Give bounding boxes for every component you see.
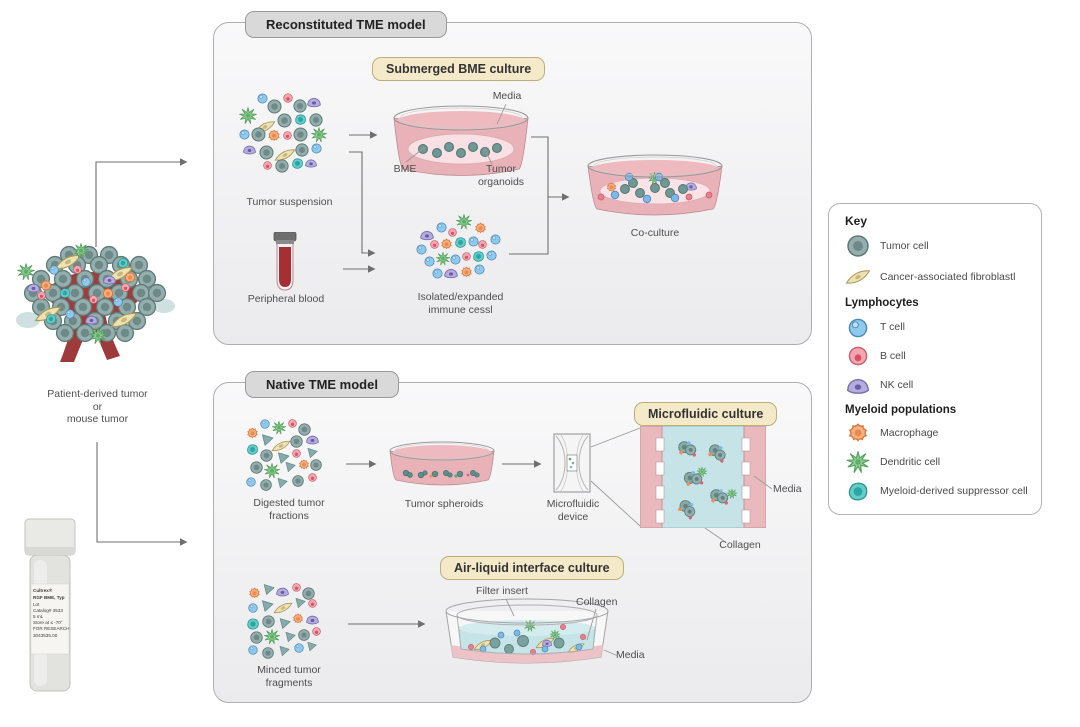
ali-collagen-label: Collagen bbox=[576, 596, 618, 608]
patient-tumor-label-line1: Patient-derived tumor bbox=[47, 388, 148, 400]
ali-dish bbox=[445, 598, 609, 664]
tumor-organoids-line2: organoids bbox=[477, 175, 525, 188]
tumor-suspension-cluster bbox=[239, 93, 327, 173]
key-label: Macrophage bbox=[880, 427, 939, 440]
vial-line: 5 mL bbox=[33, 614, 44, 619]
minced-line1: Minced tumor bbox=[257, 664, 321, 676]
tumor-spheroids-label: Tumor spheroids bbox=[404, 498, 484, 510]
minced-fragments-label: Minced tumor fragments bbox=[230, 664, 348, 689]
mdsc-icon bbox=[845, 478, 871, 505]
vial-line: Cultrex® bbox=[33, 587, 53, 593]
vial-label bbox=[30, 583, 70, 655]
arrow-tumor-to-native bbox=[96, 442, 188, 546]
immune-cells-line1: Isolated/expanded bbox=[417, 291, 504, 303]
digested-line1: Digested tumor bbox=[253, 497, 325, 509]
key-row-macrophage: Macrophage bbox=[845, 419, 1031, 448]
tumor-suspension-label: Tumor suspension bbox=[246, 196, 333, 208]
filter-insert-label: Filter insert bbox=[476, 585, 528, 597]
vial-line: Catalog# 3533 bbox=[33, 608, 63, 613]
vial-line: RGF BME, Typ bbox=[33, 595, 65, 600]
patient-tumor-label: Patient-derived tumor or mouse tumor bbox=[15, 388, 180, 426]
key-row-tumor-cell: Tumor cell bbox=[845, 232, 1031, 261]
microfluidic-chamber bbox=[640, 426, 766, 528]
key-label: Myeloid-derived suppressor cell bbox=[880, 485, 1028, 498]
immune-cells-line2: immune cessl bbox=[428, 303, 493, 316]
t-cell-icon bbox=[845, 316, 871, 340]
immune-cells-cluster bbox=[416, 214, 501, 279]
key-label: Dendritic cell bbox=[880, 456, 941, 469]
device-label-line2: device bbox=[557, 510, 589, 523]
tumor-organoids-label: Tumor organoids bbox=[462, 163, 540, 188]
digested-fractions-label: Digested tumor fractions bbox=[230, 497, 348, 522]
patient-tumor-label-line2: or bbox=[92, 400, 103, 413]
peripheral-blood-tube bbox=[273, 232, 297, 291]
key-label: T cell bbox=[880, 321, 905, 334]
key-header-myeloid: Myeloid populations bbox=[845, 403, 957, 416]
minced-line2: fragments bbox=[265, 676, 313, 689]
b-cell-icon bbox=[845, 344, 871, 368]
microfluidic-collagen-label: Collagen bbox=[719, 539, 761, 551]
peripheral-blood-label: Peripheral blood bbox=[247, 293, 325, 305]
key-row-b-cell: B cell bbox=[845, 342, 1031, 371]
dendritic-cell-icon bbox=[845, 449, 871, 476]
microfluidic-device bbox=[553, 433, 591, 493]
bme-label: BME bbox=[393, 163, 417, 175]
key-panel: Key Tumor cell Cancer-associated fibrobl… bbox=[828, 203, 1042, 515]
vial-line: FOR RESEARCH bbox=[33, 626, 70, 631]
key-title: Key bbox=[845, 214, 868, 228]
key-row-dendritic-cell: Dendritic cell bbox=[845, 448, 1031, 477]
submerged-bme-dish bbox=[393, 105, 529, 176]
key-label: B cell bbox=[880, 349, 906, 362]
submerged-media-label: Media bbox=[492, 90, 522, 102]
key-row-nk-cell: NK cell bbox=[845, 371, 1031, 400]
co-culture-label: Co-culture bbox=[630, 227, 680, 239]
key-row-t-cell: T cell bbox=[845, 313, 1031, 342]
native-title: Native TME model bbox=[245, 371, 399, 398]
device-label-line1: Microfluidic bbox=[546, 498, 600, 510]
ali-media-label: Media bbox=[616, 649, 645, 661]
tumor-cell-icon bbox=[845, 233, 871, 259]
microfluidic-culture-chip: Microfluidic culture bbox=[634, 402, 778, 426]
tumor-spheroids-dish bbox=[389, 441, 495, 486]
nk-cell-icon bbox=[845, 372, 871, 399]
vial-line: Lot bbox=[33, 602, 40, 607]
key-label: Cancer-associated fibroblastl bbox=[880, 270, 1016, 283]
key-label: Tumor cell bbox=[880, 239, 929, 252]
vial-line: Store at ≤ -70° bbox=[33, 620, 63, 625]
macrophage-icon bbox=[845, 420, 871, 447]
tumor-organoids-line1: Tumor bbox=[486, 163, 516, 175]
digested-line2: fractions bbox=[269, 509, 309, 522]
patient-tumor-illustration bbox=[16, 243, 175, 362]
submerged-culture-chip: Submerged BME culture bbox=[372, 57, 546, 81]
key-row-mdsc: Myeloid-derived suppressor cell bbox=[845, 477, 1031, 506]
vial-line: 3043535.00 bbox=[33, 633, 58, 638]
key-row-caf: Cancer-associated fibroblastl bbox=[845, 261, 1031, 294]
microfluidic-media-label: Media bbox=[773, 483, 802, 495]
ali-culture-chip: Air-liquid interface culture bbox=[440, 556, 624, 580]
microfluidic-device-label: Microfluidic device bbox=[525, 498, 621, 523]
key-label: NK cell bbox=[880, 378, 914, 391]
patient-tumor-label-line3: mouse tumor bbox=[66, 413, 129, 425]
arrow-tumor-to-reconstituted bbox=[95, 158, 188, 247]
co-culture-dish bbox=[587, 154, 723, 216]
key-header-lymphocytes: Lymphocytes bbox=[845, 297, 919, 310]
digested-fractions-cluster bbox=[246, 419, 322, 491]
immune-cells-label: Isolated/expanded immune cessl bbox=[398, 291, 523, 316]
cancer-associated-fibroblast-icon bbox=[845, 262, 871, 292]
cultrex-bme-vial: Cultrex® RGF BME, Typ Lot Catalog# 3533 … bbox=[24, 518, 76, 692]
reconstituted-title: Reconstituted TME model bbox=[245, 11, 447, 38]
minced-fragments-cluster bbox=[247, 583, 321, 659]
